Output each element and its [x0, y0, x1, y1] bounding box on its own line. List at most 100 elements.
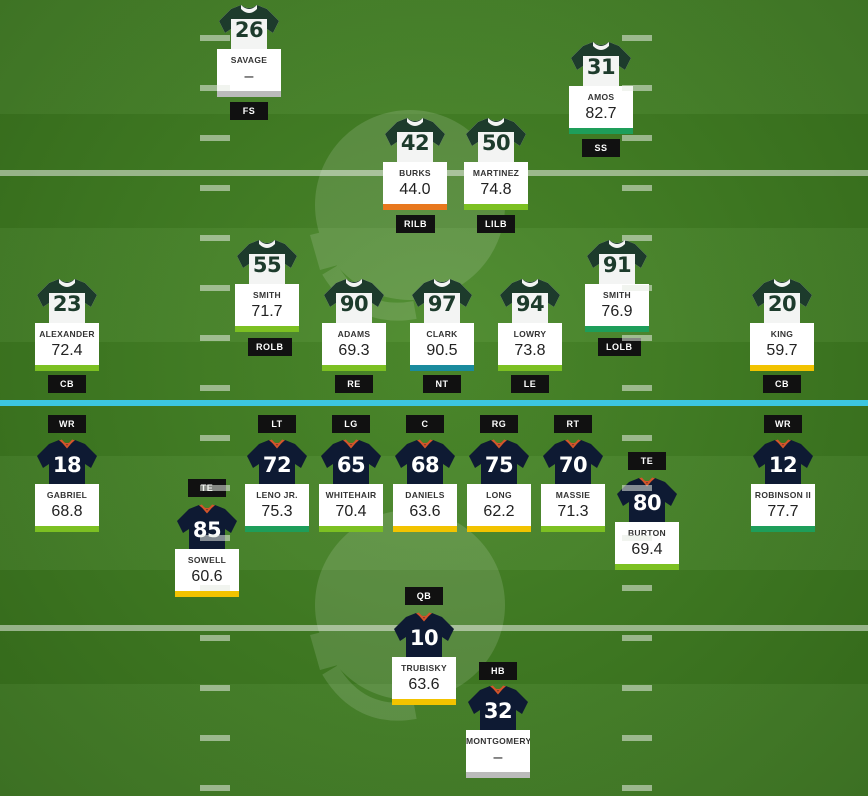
jersey-number: 75: [484, 453, 514, 477]
player-grade: 70.4: [335, 503, 367, 520]
player-grade: 69.3: [338, 342, 370, 359]
player-name: ALEXANDER: [39, 329, 95, 339]
player-name: AMOS: [587, 92, 615, 102]
offense-player-card[interactable]: 72 LENO JR. 75.3: [245, 438, 309, 532]
grade-bar: [393, 526, 457, 532]
offense-player-card[interactable]: 65 WHITEHAIR 70.4: [319, 438, 383, 532]
player-name: SOWELL: [187, 555, 227, 565]
player-name: LOWRY: [513, 329, 547, 339]
jersey-icon: [468, 685, 528, 734]
offense-player-card[interactable]: 80 BURTON 69.4: [615, 476, 679, 570]
defense-player-card[interactable]: 94 LOWRY 73.8: [498, 277, 562, 371]
player-grade: 82.7: [585, 105, 617, 122]
grade-bar: [175, 591, 239, 597]
offense-player-card[interactable]: 10 TRUBISKY 63.6: [392, 611, 456, 705]
jersey-number: 12: [768, 453, 798, 477]
grade-bar: [235, 326, 299, 332]
player-info: LOWRY 73.8: [498, 323, 562, 371]
defense-player-card[interactable]: 55 SMITH 71.7: [235, 238, 299, 332]
grade-bar: [750, 365, 814, 371]
hash-mark: [200, 135, 230, 141]
jersey-icon: [753, 439, 813, 488]
jersey-number: 18: [52, 453, 82, 477]
player-grade: 71.7: [251, 303, 283, 320]
grade-bar: [35, 365, 99, 371]
player-name: ADAMS: [337, 329, 371, 339]
jersey-icon: [219, 5, 279, 53]
hash-mark: [622, 335, 652, 341]
offense-player-card[interactable]: 18 GABRIEL 68.8: [35, 438, 99, 532]
grade-bar: [464, 204, 528, 210]
offense-player-card[interactable]: 85 SOWELL 60.6: [175, 503, 239, 597]
player-info: BURKS 44.0: [383, 162, 447, 210]
defense-player-card[interactable]: 91 SMITH 76.9: [585, 238, 649, 332]
position-label: LE: [511, 375, 549, 393]
hash-mark: [200, 235, 230, 241]
player-info: ALEXANDER 72.4: [35, 323, 99, 371]
jersey-icon: [752, 279, 812, 327]
player-name: SAVAGE: [230, 55, 268, 65]
position-label: LOLB: [598, 338, 641, 356]
defense-player-card[interactable]: 26 SAVAGE –: [217, 3, 281, 97]
player-info: TRUBISKY 63.6: [392, 657, 456, 705]
jersey-icon: [177, 504, 237, 553]
position-label: QB: [405, 587, 443, 605]
player-name: BURTON: [627, 528, 666, 538]
defense-player-card[interactable]: 97 CLARK 90.5: [410, 277, 474, 371]
player-grade: 72.4: [51, 342, 83, 359]
jersey-icon: [500, 279, 560, 327]
player-info: AMOS 82.7: [569, 86, 633, 134]
player-grade: 59.7: [766, 342, 798, 359]
player-name: LONG: [486, 490, 512, 500]
defense-player-card[interactable]: 50 MARTINEZ 74.8: [464, 116, 528, 210]
jersey-icon: [587, 240, 647, 288]
hash-mark: [200, 535, 230, 541]
jersey-number: 31: [586, 55, 616, 79]
defense-player-card[interactable]: 20 KING 59.7: [750, 277, 814, 371]
hash-mark: [622, 635, 652, 641]
hash-mark: [200, 485, 230, 491]
hash-mark: [200, 435, 230, 441]
offense-player-card[interactable]: 68 DANIELS 63.6: [393, 438, 457, 532]
jersey-number: 32: [483, 699, 513, 723]
player-grade: 69.4: [631, 541, 663, 558]
jersey-icon: [543, 439, 603, 488]
hash-mark: [200, 85, 230, 91]
grade-bar: [751, 526, 815, 532]
grade-bar: [392, 699, 456, 705]
player-name: CLARK: [426, 329, 458, 339]
offense-player-card[interactable]: 75 LONG 62.2: [467, 438, 531, 532]
player-info: SMITH 71.7: [235, 284, 299, 332]
hash-mark: [200, 335, 230, 341]
player-name: BURKS: [399, 168, 431, 178]
defense-player-card[interactable]: 90 ADAMS 69.3: [322, 277, 386, 371]
defense-player-card[interactable]: 42 BURKS 44.0: [383, 116, 447, 210]
defense-player-card[interactable]: 31 AMOS 82.7: [569, 40, 633, 134]
player-grade: 75.3: [261, 503, 293, 520]
jersey-icon: [37, 279, 97, 327]
player-grade: 74.8: [480, 181, 512, 198]
hash-mark: [622, 535, 652, 541]
player-grade: 90.5: [426, 342, 458, 359]
player-info: MONTGOMERY –: [466, 730, 530, 778]
offense-player-card[interactable]: 32 MONTGOMERY –: [466, 684, 530, 778]
jersey-number: 72: [262, 453, 292, 477]
player-name: SMITH: [603, 290, 631, 300]
player-info: ROBINSON II 77.7: [751, 484, 815, 532]
jersey-number: 94: [515, 292, 545, 316]
position-label: WR: [764, 415, 802, 433]
position-label: LILB: [477, 215, 515, 233]
offense-player-card[interactable]: 12 ROBINSON II 77.7: [751, 438, 815, 532]
offense-player-card[interactable]: 70 MASSIE 71.3: [541, 438, 605, 532]
position-label: C: [406, 415, 444, 433]
player-grade: 76.9: [601, 303, 633, 320]
position-label: CB: [48, 375, 86, 393]
position-label: LG: [332, 415, 370, 433]
grade-bar: [541, 526, 605, 532]
defense-player-card[interactable]: 23 ALEXANDER 72.4: [35, 277, 99, 371]
player-grade: 63.6: [408, 676, 440, 693]
player-name: MONTGOMERY: [466, 736, 530, 746]
hash-mark: [622, 385, 652, 391]
player-grade: 77.7: [767, 503, 799, 520]
